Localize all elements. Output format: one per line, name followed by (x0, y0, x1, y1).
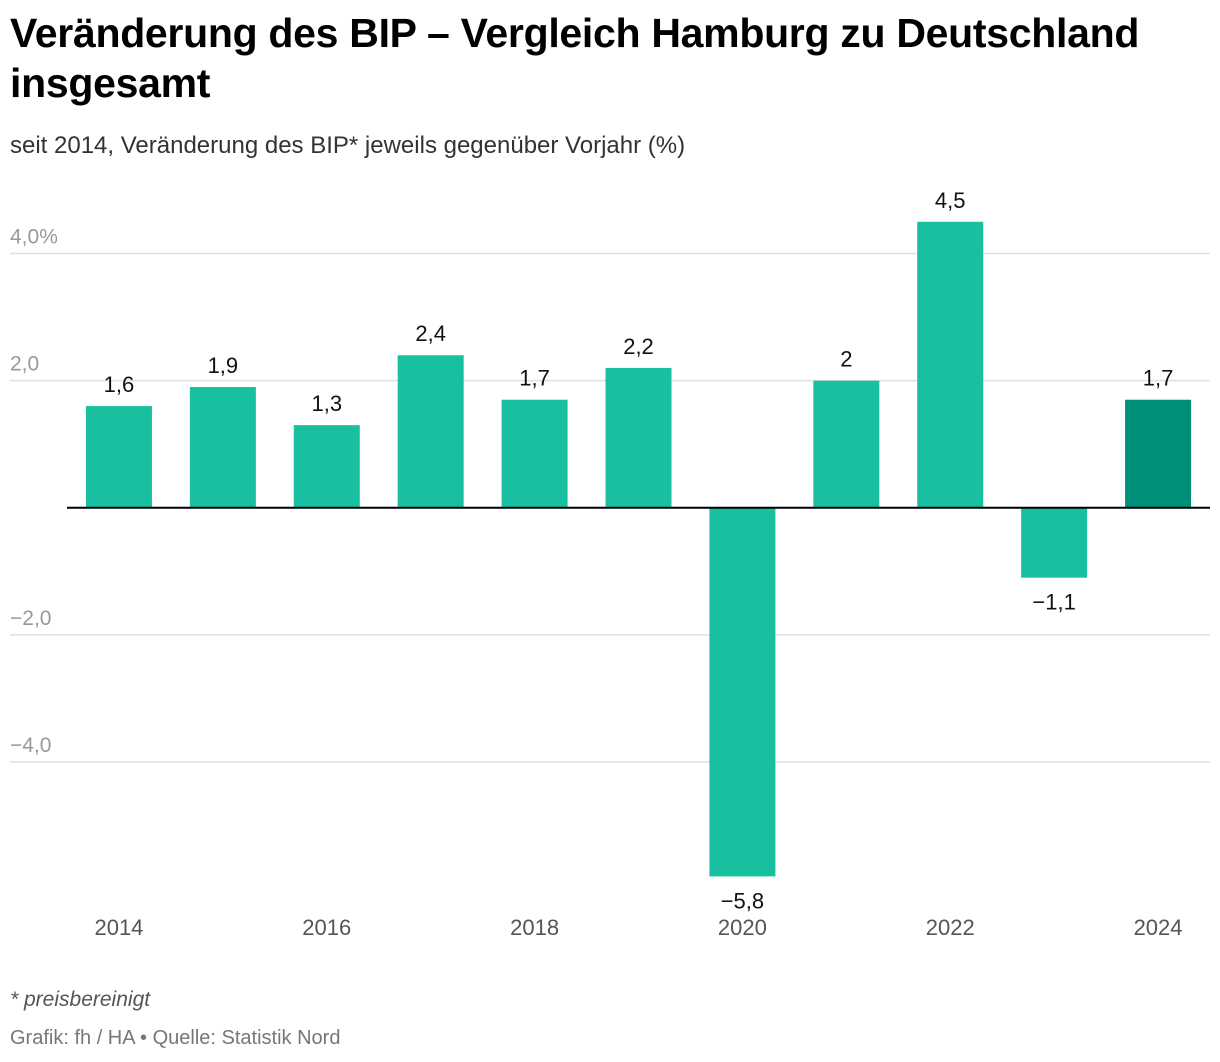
chart-title: Veränderung des BIP – Vergleich Hamburg … (10, 10, 1140, 106)
bar-2014 (85, 406, 152, 508)
bar-2020 (709, 507, 776, 877)
data-label-2021: 2 (840, 347, 852, 372)
bar-2015 (189, 387, 256, 508)
bar-2019 (605, 367, 672, 508)
bar-2017 (397, 355, 464, 508)
y-tick-label: −2,0 (10, 607, 51, 630)
bar-2024 (1125, 399, 1192, 508)
gridlines (10, 252, 1210, 763)
y-tick-label: 4,0% (10, 226, 58, 249)
bar-2018 (501, 399, 568, 508)
x-axis-ticks: 2014 2016 2018 2020 2022 2024 (94, 915, 1182, 940)
x-tick-label: 2014 (94, 915, 143, 940)
bar-2022 (917, 221, 984, 508)
y-axis-ticks: 4,0% 2,0 −2,0 −4,0 (10, 226, 58, 757)
data-label-2019: 2,2 (623, 334, 654, 359)
y-tick-label: 2,0 (10, 353, 39, 376)
data-label-2015: 1,9 (208, 353, 239, 378)
x-tick-label: 2020 (718, 915, 767, 940)
data-label-2024: 1,7 (1143, 366, 1174, 391)
footnote: * preisbereinigt (10, 988, 151, 1011)
data-label-2022: 4,5 (935, 188, 966, 213)
x-tick-label: 2018 (510, 915, 559, 940)
y-tick-label: −4,0 (10, 734, 51, 757)
x-tick-label: 2016 (302, 915, 351, 940)
data-label-2014: 1,6 (104, 372, 135, 397)
data-label-2016: 1,3 (311, 391, 342, 416)
bar-2016 (293, 425, 360, 508)
bars (85, 221, 1192, 877)
x-tick-label: 2024 (1134, 915, 1183, 940)
data-label-2017: 2,4 (415, 321, 446, 346)
chart-subtitle: seit 2014, Veränderung des BIP* jeweils … (10, 132, 686, 159)
x-tick-label: 2022 (926, 915, 975, 940)
bar-2023 (1021, 507, 1088, 578)
bar-chart: 1,6 1,9 1,3 2,4 1,7 2,2 −5,8 2 4,5 −1,1 1,7 4,0% 2,… (10, 188, 1210, 940)
source-credit: Grafik: fh / HA • Quelle: Statistik Nord (10, 1027, 341, 1049)
data-label-2020: −5,8 (721, 888, 764, 913)
data-label-2018: 1,7 (519, 366, 550, 391)
bar-2021 (813, 380, 880, 508)
data-label-2023: −1,1 (1032, 590, 1075, 615)
data-labels: 1,6 1,9 1,3 2,4 1,7 2,2 −5,8 2 4,5 −1,1 1,7 (104, 188, 1174, 914)
